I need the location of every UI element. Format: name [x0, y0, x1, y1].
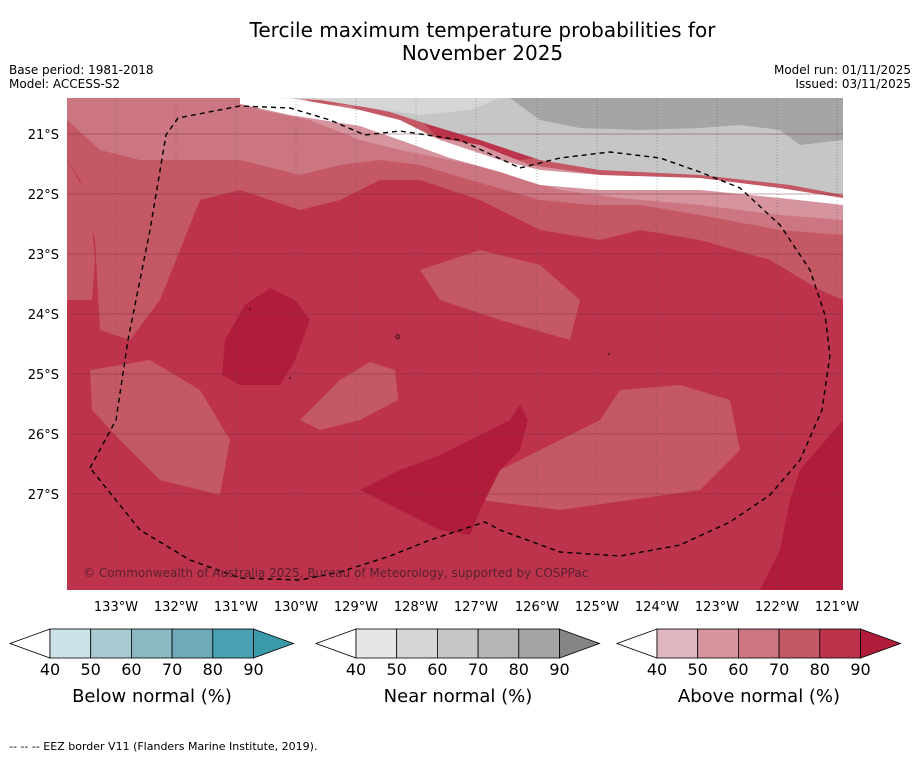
colorbar-segment [49, 628, 92, 659]
colorbar-tick-label: 70 [768, 660, 790, 679]
metadata-left: Base period: 1981-2018 Model: ACCESS-S2 [9, 63, 154, 91]
eez-border [89, 105, 831, 581]
graticule [115, 98, 838, 590]
above-70-patch-center [420, 250, 580, 340]
colorbar-segment [355, 628, 398, 659]
lon-label: 122°W [755, 600, 799, 615]
colorbar-tick-label: 90 [549, 660, 570, 679]
colorbar-segment [130, 628, 173, 659]
page-title: Tercile maximum temperature probabilitie… [0, 19, 919, 65]
colorbar-tick-label: 50 [386, 660, 407, 679]
lon-label: 123°W [695, 600, 739, 615]
island-marker-4 [608, 353, 610, 355]
island-marker-2 [249, 308, 251, 310]
latitude-labels: 21°S 22°S 23°S 24°S 25°S 26°S 27°S [28, 128, 59, 503]
footer-note: -- -- -- EEZ border V11 (Flanders Marine… [9, 740, 318, 753]
colorbar-segment [778, 628, 821, 659]
colorbar-extend-low [314, 628, 357, 659]
lon-label: 128°W [394, 600, 438, 615]
lat-label: 21°S [28, 128, 59, 143]
near-normal-light-region [280, 98, 500, 115]
colorbar-extend-high [559, 628, 601, 659]
lat-label: 27°S [28, 488, 59, 503]
colorbar-tick-label: 60 [121, 660, 142, 679]
above-90-patch-3 [760, 420, 843, 590]
lon-label: 129°W [334, 600, 378, 615]
colorbar-extend-high [253, 628, 295, 659]
colorbar-tick-label: 60 [728, 660, 749, 679]
lon-label: 126°W [515, 600, 559, 615]
island-marker-1: ɑ [395, 332, 400, 341]
colorbar-segment [396, 628, 438, 659]
colorbar-segment [477, 628, 520, 659]
above-90-patch-2 [360, 405, 528, 535]
lat-label: 25°S [28, 368, 59, 383]
colorbar-tick-label: 40 [345, 660, 367, 679]
colorbar-segment [212, 628, 254, 659]
colorbar-tick-label: 90 [850, 660, 871, 679]
lon-label: 124°W [635, 600, 679, 615]
latitude-lines [67, 133, 843, 495]
colorbar-tick-label: 80 [508, 660, 529, 679]
colorbar-tick-label: 70 [161, 660, 183, 679]
colorbar-tick-label: 50 [687, 660, 708, 679]
colorbar-tick-label: 60 [427, 660, 448, 679]
lat-label: 22°S [28, 188, 59, 203]
colorbar-tick-label: 40 [646, 660, 668, 679]
above-70-patch-mid [300, 362, 398, 430]
colorbar-segment [436, 628, 479, 659]
colorbar-segment [656, 628, 699, 659]
colorbar-segment [819, 628, 861, 659]
base-period: Base period: 1981-2018 [9, 63, 154, 77]
colorbar-tick-label: 80 [809, 660, 830, 679]
colorbar-tick-label: 70 [467, 660, 489, 679]
colorbar-tick-label: 50 [80, 660, 101, 679]
above-70-patch-se [460, 385, 740, 510]
lon-label: 131°W [214, 600, 258, 615]
colorbar-tick-label: 90 [243, 660, 264, 679]
near-normal-dark-region [510, 98, 843, 145]
issued-date: Issued: 03/11/2025 [795, 77, 911, 91]
metadata-right: Model run: 01/11/2025 Issued: 03/11/2025 [774, 63, 911, 91]
copyright-text: © Commonwealth of Australia 2025, Bureau… [83, 566, 588, 580]
colorbar-segment [90, 628, 132, 659]
colorbar-extend-high [860, 628, 902, 659]
lon-label: 125°W [575, 600, 619, 615]
colorbar-segment [171, 628, 214, 659]
colorbar-segment [697, 628, 739, 659]
island-marker-3 [289, 377, 291, 379]
lon-label: 130°W [274, 600, 318, 615]
colorbar-below-label: Below normal (%) [72, 686, 232, 707]
colorbar-near-label: Near normal (%) [383, 686, 533, 707]
lat-label: 24°S [28, 308, 59, 323]
lon-label: 132°W [154, 600, 198, 615]
lon-label: 127°W [454, 600, 498, 615]
lat-label: 23°S [28, 248, 59, 263]
no-dominant-tercile-strip [240, 98, 843, 205]
colorbar-tick-label: 80 [202, 660, 223, 679]
colorbars [8, 628, 902, 659]
colorbar-segment [518, 628, 560, 659]
colorbar-extend-low [615, 628, 658, 659]
above-70-region-west [67, 160, 95, 300]
lon-label: 133°W [94, 600, 138, 615]
colorbar-above-label: Above normal (%) [677, 686, 841, 707]
lon-label: 121°W [815, 600, 859, 615]
model-run: Model run: 01/11/2025 [773, 63, 911, 77]
lat-label: 26°S [28, 428, 59, 443]
colorbar-extend-low [8, 628, 51, 659]
above-90-patch-1 [222, 288, 310, 385]
colorbar-segment [738, 628, 780, 659]
probability-field [67, 98, 843, 590]
title-line-2: November 2025 [401, 41, 564, 65]
above-70-patch-sw [90, 360, 230, 495]
longitude-labels: 133°W 132°W 131°W 130°W 129°W 128°W 127°… [94, 600, 859, 615]
model-name: Model: ACCESS-S2 [9, 77, 121, 91]
above-60-region [67, 98, 843, 235]
title-line-1: Tercile maximum temperature probabilitie… [249, 18, 716, 42]
colorbar-tick-label: 40 [39, 660, 61, 679]
